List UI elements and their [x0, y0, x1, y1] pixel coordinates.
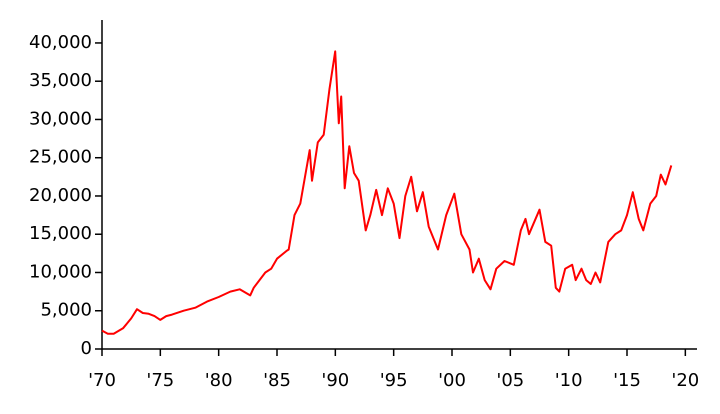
y-tick-label: 30,000 — [29, 108, 92, 129]
x-tick-label: '95 — [380, 370, 408, 391]
x-tick-label: '85 — [263, 370, 291, 391]
x-tick-label: '10 — [555, 370, 583, 391]
x-tick-label: '90 — [321, 370, 349, 391]
x-tick-label: '80 — [205, 370, 233, 391]
y-tick-label: 15,000 — [29, 223, 92, 244]
x-tick-label: '00 — [438, 370, 466, 391]
y-tick-label: 40,000 — [29, 32, 92, 53]
x-tick-label: '15 — [613, 370, 641, 391]
y-tick-label: 20,000 — [29, 185, 92, 206]
y-tick-label: 0 — [81, 338, 92, 359]
y-tick-label: 25,000 — [29, 147, 92, 168]
x-tick-label: '05 — [496, 370, 524, 391]
x-tick-label: '70 — [88, 370, 116, 391]
x-tick-label: '20 — [671, 370, 699, 391]
y-tick-label: 35,000 — [29, 70, 92, 91]
y-tick-label: 5,000 — [40, 300, 92, 321]
y-tick-label: 10,000 — [29, 261, 92, 282]
data-line — [101, 50, 673, 335]
x-tick-label: '75 — [146, 370, 174, 391]
